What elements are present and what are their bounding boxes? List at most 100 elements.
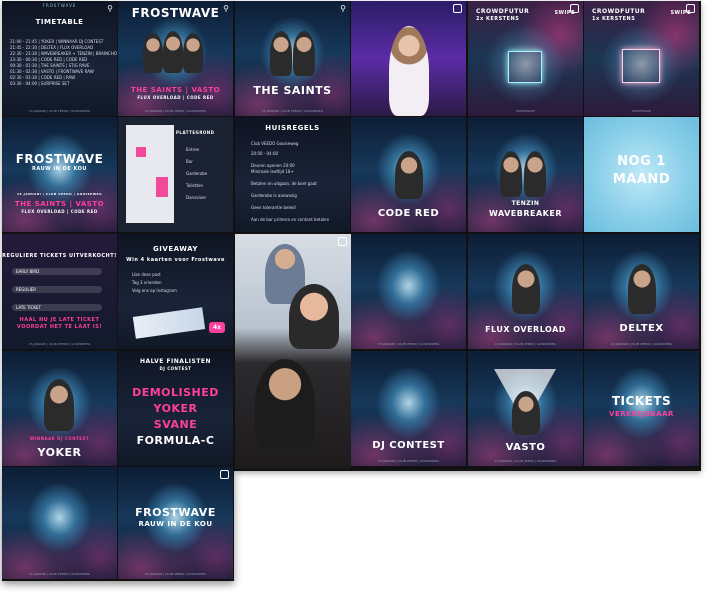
rule-item: Garderobe is aanwezig [251,193,297,198]
post-footer: 15 JANUARI | CLUB VEEDO | GOOISEWEG [28,342,91,346]
legend-item: Toiletten [186,183,204,188]
post-footer: FRONTWAVE [632,109,651,113]
rule-item: Betalen en uitgaan, de boel gaat [251,181,317,186]
post-giveaway[interactable]: GIVEAWAY Win 4 kaarten voor Frostwave Li… [118,234,233,349]
post-title: FROSTWAVE [131,6,220,20]
artist-photo [143,33,163,73]
post-code-red[interactable]: CODE RED [351,117,466,232]
timetable-row: 21:00 - 21:45 | YOKER | WINNAAR DJ CONTE… [10,39,104,44]
legend-item: Dansvloer [186,195,207,200]
swipe-tag: SWIPE [670,10,691,16]
artist-photo [524,151,546,197]
post-title: DJ CONTEST [372,440,445,451]
rule-item: 20:00 - 04:00 [251,151,279,156]
lineup-line: THE SAINTS | VASTO [14,200,105,208]
post-vasto[interactable]: VASTO 15 JANUARI | CLUB VEEDO | GOOISEWE… [468,351,583,466]
cta-line: VOORDAT HET TE LAAT IS! [16,324,103,330]
post-dj-contest[interactable]: DJ CONTEST 15 JANUARI | CLUB VEEDO | GOO… [351,351,466,466]
post-title: FLUX OVERLOAD [485,325,566,334]
post-title: PLATTEGROND [176,130,215,135]
post-title: THE SAINTS [253,84,332,97]
post-footer: 15 JANUARI | CLUB VEEDO | GOOISEWEG [144,572,207,576]
post-title: HUISREGELS [265,124,320,132]
finalist-name: YOKER [153,402,198,415]
artist-photo [163,31,183,73]
giveaway-badge: 4x [208,322,225,333]
post-footer: 15 JANUARI | CLUB VEEDO | GOOISEWEG [377,342,440,346]
post-footer: 15 JANUARI | CLUB VEEDO | GOOISEWEG [494,342,557,346]
ticket-row: LATE TICKET [12,304,102,311]
post-sub: WINNAAR DJ CONTEST [29,436,90,441]
gift-icon [508,51,542,83]
post-footer: 15 JANUARI | CLUB VEEDO | GOOISEWEG [261,109,324,113]
reel-icon [686,4,695,13]
rule-item: Club VEEDO Gooiseweg [251,141,299,146]
post-footer: 15 JANUARI | CLUB VEEDO | GOOISEWEG [28,109,91,113]
post-footer: 15 JANUARI | CLUB VEEDO | GOOISEWEG [610,342,673,346]
post-timetable[interactable]: FROSTWAVE ⚲ TIMETABLE 21:00 - 21:45 | YO… [2,1,117,116]
post-tenzin-wavebreaker[interactable]: TENZIN WAVEBREAKER [468,117,583,232]
artist-photo [183,33,203,73]
post-halve-finalisten[interactable]: HALVE FINALISTEN DJ CONTEST DEMOLISHED Y… [118,351,233,466]
rule-item: Geen tolerantie beleid [251,205,296,210]
artist-photo [512,391,540,435]
pin-icon: ⚲ [340,4,346,13]
post-tickets-sold-out[interactable]: REGULIERE TICKETS UITVERKOCHT! EARLY BIR… [2,234,117,349]
post-tickets-verkrijgbaar[interactable]: TICKETS VERKRIJGBAAR [584,351,699,466]
giveaway-step: Tag 3 vrienden [132,280,162,285]
post-crowdfutur-1x[interactable]: CROWDFUTUR 1x KERSTENS SWIPE FRONTWAVE [584,1,699,116]
countdown-line: MAAND [612,172,671,187]
post-deltex[interactable]: DELTEX 15 JANUARI | CLUB VEEDO | GOOISEW… [584,234,699,349]
pin-icon: ⚲ [107,4,113,13]
post-crowdfutur-2x[interactable]: CROWDFUTUR 2x KERSTENS SWIPE FRONTWAVE [468,1,583,116]
post-sub: 2x KERSTENS [476,16,520,22]
post-header: CROWDFUTUR [592,8,646,15]
timetable-row: 00:30 - 01:30 | THE SAINTS | STIG RAVE [10,63,90,68]
legend-item: Bar [186,159,193,164]
swipe-tag: SWIPE [554,10,575,16]
post-portal-last[interactable]: 15 JANUARI | CLUB VEEDO | GOOISEWEG [2,467,117,579]
artist-photo [270,31,292,76]
cta-line: HAAL NU JE LATE TICKET [19,317,100,323]
post-frostwave-lineup[interactable]: ⚲ FROSTWAVE THE SAINTS | VASTO FLUX OVER… [118,1,233,116]
artist-photo [628,264,656,314]
timetable-row: 01:30 - 02:30 | VASTO | FRONTWAVE RAW [10,69,94,74]
person-photo [289,284,339,349]
finalist-name: DEMOLISHED [132,386,219,399]
post-title: DELTEX [619,323,664,334]
artist-photo [44,379,74,431]
reel-icon [220,470,229,479]
post-nog-1-maand[interactable]: NOG 1 MAAND [584,117,699,232]
post-title: GIVEAWAY [153,245,198,253]
post-title: FROSTWAVE [135,506,216,519]
post-frostwave-poster[interactable]: FROSTWAVE RAUW IN DE KOU 15 JANUARI | CL… [2,117,117,232]
post-flux-overload[interactable]: FLUX OVERLOAD 15 JANUARI | CLUB VEEDO | … [468,234,583,349]
post-sub: VERKRIJGBAAR [609,410,674,418]
post-plattegrond[interactable]: PLATTEGROND Entree Bar Garderobe Toilett… [118,117,233,232]
post-yoker[interactable]: WINNAAR DJ CONTEST YOKER [2,351,117,466]
gift-icon [622,49,660,83]
rule-item: Minimale leeftijd 18+ [251,169,294,174]
post-subtitle: RAUW IN DE KOU [32,166,87,172]
post-title: VASTO [505,442,546,453]
post-footer: 15 JANUARI | CLUB VEEDO | GOOISEWEG [144,109,207,113]
post-title: YOKER [37,446,82,459]
post-video-boys[interactable] [235,234,351,469]
artist-photo [512,264,540,314]
post-title: TIMETABLE [35,18,84,26]
artist-photo [395,151,423,199]
timetable-row: 23:30 - 00:30 | CODE RED | CODE RED [10,57,88,62]
timetable-row: 21:45 - 22:30 | DELTEX | FLUX OVERLOAD [10,45,94,50]
post-title: HALVE FINALISTEN [139,358,212,365]
post-footer: FRONTWAVE [516,109,535,113]
post-video-girl[interactable] [351,1,466,116]
brand-logo: FROSTWAVE [42,3,77,8]
post-portal-tile[interactable]: 15 JANUARI | CLUB VEEDO | GOOISEWEG [351,234,466,349]
post-the-saints[interactable]: ⚲ THE SAINTS 15 JANUARI | CLUB VEEDO | G… [235,1,350,116]
post-title: TENZIN [511,200,540,207]
post-date: 15 JANUARI | CLUB VEEDO | GOOISEWEG [16,192,103,196]
post-huisregels[interactable]: HUISREGELS Club VEEDO Gooiseweg 20:00 - … [235,117,350,232]
rule-item: Deuren openen 20:00 [251,163,295,168]
post-frostwave-rauw[interactable]: FROSTWAVE RAUW IN DE KOU 15 JANUARI | CL… [118,467,233,579]
